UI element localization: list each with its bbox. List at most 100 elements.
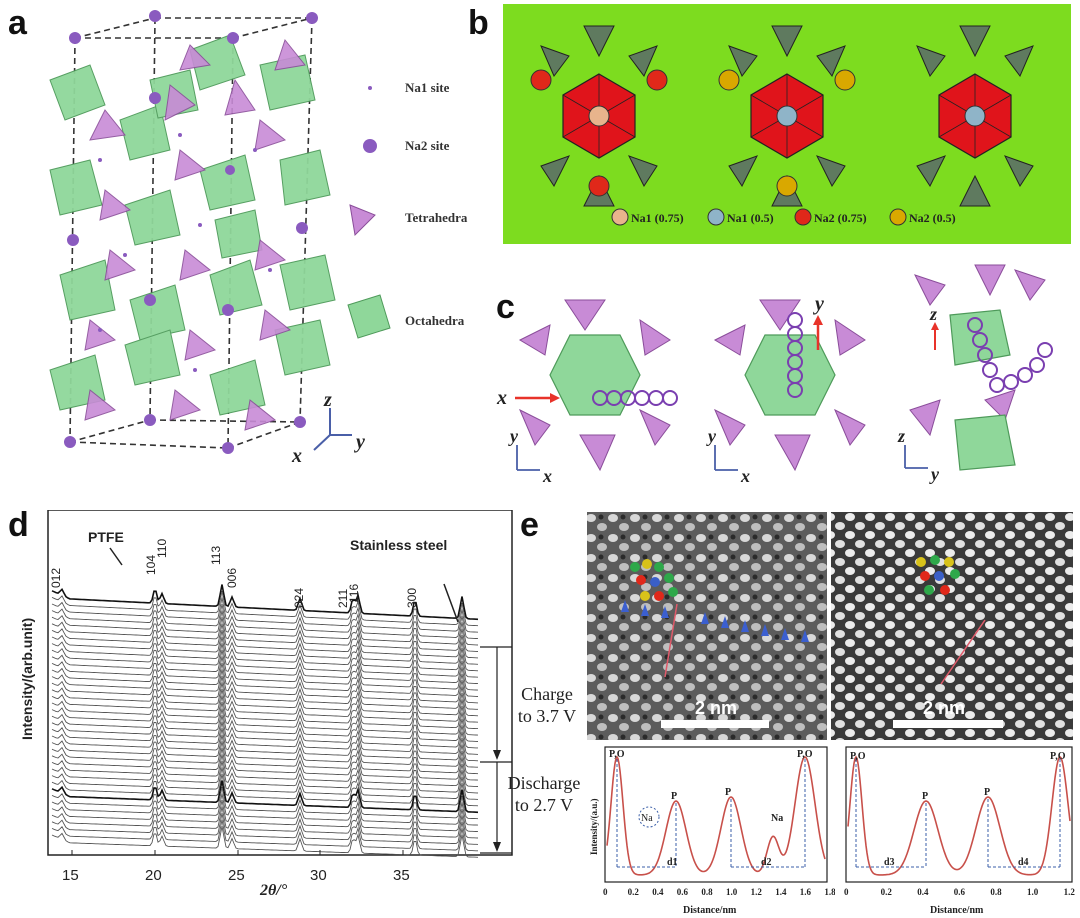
profile-x-tick: 1.0 — [726, 887, 738, 897]
peak-113: 113 — [209, 546, 223, 565]
line-profile-chart-2: P,O P P P,O d3 d4 Distance/nm 0 0.2 0.4 0.6… — [844, 746, 1075, 916]
c1-axis-vertical: y — [508, 426, 519, 446]
legend-a: Na1 site Na2 site Tetrahedra Octahedra — [347, 80, 468, 339]
na2-site-atoms — [64, 10, 318, 454]
charge-text-line2: to 3.7 V — [517, 706, 577, 726]
profile-x-tick: 0.2 — [628, 887, 640, 897]
axis-triad-c1 — [516, 445, 540, 471]
p2-label-p2: P — [984, 787, 990, 798]
sodium-site-diagram: Na1 (0.75) Na1 (0.5) Na2 (0.75) Na2 (0.5… — [530, 25, 1034, 226]
charge-text-line1: Charge — [521, 684, 573, 704]
discharge-text: Discharge to 2.7 V — [501, 772, 587, 816]
xrd-ylabel: Intensity/(arb.unit) — [19, 618, 35, 740]
legend-na2-075: Na2 (0.75) — [814, 211, 867, 225]
c2-axis-horizontal: x — [740, 466, 750, 486]
xrd-trace — [51, 826, 479, 858]
profile-2-curve — [847, 755, 1071, 876]
c1-axis-horizontal: x — [542, 466, 552, 486]
profile-x-tick: 1.4 — [775, 887, 787, 897]
xrd-trace — [51, 617, 479, 652]
site-cluster-1 — [530, 25, 668, 207]
tetrahedra-group — [84, 38, 306, 431]
xrd-tick-25: 25 — [228, 867, 245, 884]
xrd-tick-35: 35 — [393, 867, 410, 884]
xrd-trace — [51, 610, 479, 646]
xrd-trace — [51, 767, 479, 800]
xrd-trace — [51, 649, 479, 685]
xrd-trace — [51, 590, 479, 627]
xrd-trace — [51, 813, 479, 845]
xrd-frame — [47, 510, 513, 856]
c3-axis-horizontal: y — [929, 464, 940, 484]
phase-markers — [480, 646, 512, 854]
discharge-text-line2: to 2.7 V — [514, 795, 574, 815]
p1-label-d1: d1 — [667, 857, 678, 868]
octahedra-legend-marker — [347, 294, 391, 339]
na2-atom — [530, 69, 552, 91]
p1-label-p2: P — [725, 787, 731, 798]
axis-label-z: z — [323, 389, 332, 411]
na1-legend-marker — [368, 86, 372, 90]
profile-x-tick: 1.0 — [1027, 887, 1039, 897]
na1-atom — [776, 105, 798, 127]
na2-atom — [776, 175, 798, 197]
xrd-trace — [51, 662, 479, 697]
legend-na1: Na1 site — [405, 80, 450, 95]
p1-ylabel: Intensity/(a.u.) — [589, 798, 599, 855]
stainless-steel-label: Stainless steel — [350, 537, 447, 553]
peak-300: 300 — [405, 588, 419, 608]
xrd-x-ticks: 15 20 25 30 35 — [62, 867, 410, 884]
xrd-trace — [51, 806, 479, 839]
scalebar-1 — [661, 720, 769, 728]
diffusion-path-panel: x y x y y x z — [496, 264, 1053, 486]
overlay-atoms-1 — [630, 559, 678, 601]
panel-label-d: d — [8, 506, 29, 544]
xrd-trace — [51, 682, 479, 717]
legend-na2: Na2 site — [405, 138, 450, 153]
axis-triad-c3 — [904, 445, 928, 469]
p2-label-d3: d3 — [884, 857, 895, 868]
xrd-trace — [51, 695, 478, 730]
xrd-trace — [51, 721, 479, 755]
xrd-trace — [51, 669, 479, 704]
peak-110: 110 — [155, 539, 169, 558]
peak-006: 006 — [225, 568, 239, 588]
na2-legend-marker — [363, 139, 377, 153]
na2-atom — [588, 175, 610, 197]
profile-x-tick: 0.8 — [701, 887, 713, 897]
na1-atom — [588, 105, 610, 127]
xrd-trace — [51, 747, 479, 781]
na1-atom — [964, 105, 986, 127]
xrd-trace — [51, 773, 479, 807]
na2-atom — [718, 69, 740, 91]
line-profile-2 — [940, 619, 986, 685]
c-arrow-label-x: x — [496, 387, 507, 409]
profile-x-tick: 1.2 — [751, 887, 763, 897]
line-profile-chart-1: P,O P P Na P,O Na d1 d2 Intensity/(a.u.)… — [589, 746, 835, 916]
axis-triad-a — [313, 408, 352, 451]
profile-x-tick: 0 — [844, 887, 849, 897]
xrd-trace — [51, 708, 479, 742]
legend-na1-05: Na1 (0.5) — [727, 211, 774, 225]
c2-axis-vertical: y — [706, 426, 717, 446]
p2-label-po-right: P,O — [1050, 751, 1066, 762]
profile-x-tick: 0.6 — [677, 887, 689, 897]
xrd-trace — [51, 656, 479, 691]
c-arrow-label-z: z — [929, 304, 937, 324]
na2-atom — [834, 69, 856, 91]
xrd-trace — [51, 584, 479, 621]
xrd-trace — [51, 734, 478, 768]
charge-text: Charge to 3.7 V — [507, 683, 587, 727]
profile-x-tick: 1.6 — [800, 887, 812, 897]
arrow-markers — [621, 600, 809, 642]
panel-label-a: a — [8, 4, 27, 42]
ptfe-label: PTFE — [88, 529, 124, 545]
xrd-tick-30: 30 — [310, 867, 327, 884]
xrd-trace — [51, 643, 479, 678]
p2-label-d4: d4 — [1018, 857, 1029, 868]
overlay-atoms-2 — [916, 555, 960, 595]
axis-label-y: y — [354, 431, 365, 453]
xrd-trace — [51, 623, 479, 659]
peak-012: 012 — [49, 568, 63, 588]
xrd-trace — [51, 597, 479, 633]
